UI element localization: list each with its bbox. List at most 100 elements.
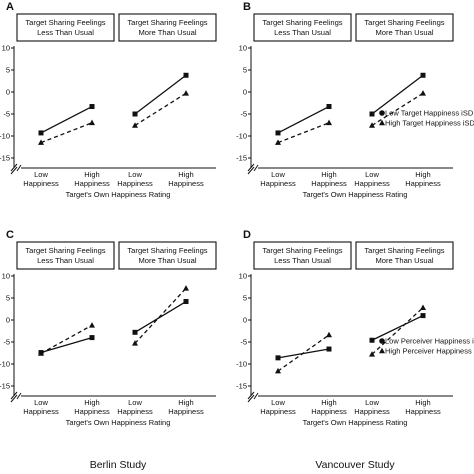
facet-header-box (253, 13, 352, 42)
axis-break-mark (247, 391, 255, 400)
y-tick-label: -15 (236, 154, 247, 163)
text-line: Target Sharing Feelings (364, 246, 444, 255)
x-tick-label: Low Happiness (117, 398, 153, 416)
series-line (134, 92, 187, 126)
text-line: Happiness (23, 407, 59, 416)
facet-header-box (253, 241, 352, 270)
text-line: Target Sharing Feelings (25, 246, 105, 255)
text-line: Happiness (311, 179, 347, 188)
text-line: Less Than Usual (37, 28, 94, 37)
axis-break-mark (247, 166, 255, 175)
series-line (40, 122, 93, 144)
y-tick-label: -15 (0, 154, 10, 163)
text-line: High (321, 398, 336, 407)
facet-header-box (355, 241, 454, 270)
text-line: Happiness (260, 179, 296, 188)
text-line: Happiness (405, 407, 441, 416)
legend-marker (379, 338, 385, 344)
data-point (132, 122, 138, 128)
text-line: Happiness (354, 407, 390, 416)
series-line (134, 74, 187, 115)
text-line: More Than Usual (375, 256, 433, 265)
data-point (38, 350, 44, 356)
text-line: Low (34, 170, 48, 179)
y-tick-label: -15 (0, 382, 10, 391)
x-tick-label: Low Happiness (23, 170, 59, 188)
data-point (275, 367, 281, 374)
y-tick-label: -10 (236, 360, 247, 369)
text-line: Happiness (74, 407, 110, 416)
text-line: More Than Usual (138, 256, 196, 265)
series-line (134, 287, 187, 344)
text-line: Less Than Usual (274, 28, 331, 37)
text-line: Happiness (74, 179, 110, 188)
data-point (420, 72, 426, 78)
x-axis-title: Target's Own Happiness Rating (303, 190, 408, 199)
data-point (326, 119, 332, 126)
axis-break-mark (253, 392, 259, 400)
y-tick-label: -5 (3, 110, 10, 119)
data-point (89, 335, 95, 341)
y-tick-label: 0 (6, 316, 10, 325)
text-line: Happiness (117, 179, 153, 188)
legend-label: Low Target Happiness iSD (385, 109, 474, 118)
data-point (369, 351, 375, 357)
facet-header-label: Target Sharing Feelings More Than Usual (364, 246, 444, 265)
text-line: More Than Usual (375, 28, 433, 37)
x-tick-label: High Happiness (168, 170, 204, 188)
text-line: High (178, 170, 193, 179)
x-tick-label: High Happiness (311, 170, 347, 188)
x-tick-label: High Happiness (74, 170, 110, 188)
data-point (183, 90, 189, 96)
y-tick-label: -15 (236, 382, 247, 391)
panel-letter: A (6, 1, 14, 13)
data-point (420, 90, 426, 96)
legend-marker (379, 347, 385, 354)
data-point (132, 329, 138, 335)
x-tick-label: Low Happiness (354, 398, 390, 416)
data-point (183, 285, 189, 291)
facet-header-box (118, 13, 217, 42)
y-tick-label: 5 (6, 294, 10, 303)
data-point (369, 337, 375, 343)
x-tick-label: High Happiness (405, 170, 441, 188)
axis-break-mark (247, 163, 255, 172)
panel-letter: C (6, 229, 14, 241)
text-line: Target Sharing Feelings (25, 18, 105, 27)
facet-header-label: Target Sharing Feelings More Than Usual (364, 18, 444, 37)
text-line: Happiness (405, 179, 441, 188)
series-line (40, 324, 93, 355)
text-line: Happiness (311, 407, 347, 416)
text-line: High (415, 170, 430, 179)
x-tick-label: High Happiness (74, 398, 110, 416)
axis-break-mark (10, 163, 18, 172)
data-point (89, 104, 95, 110)
series-line (277, 122, 330, 144)
text-line: Happiness (168, 407, 204, 416)
data-point (89, 119, 95, 126)
facet-header-label: Target Sharing Feelings More Than Usual (127, 18, 207, 37)
y-tick-label: -10 (0, 360, 10, 369)
y-tick-label: -5 (240, 110, 247, 119)
data-point (183, 299, 189, 305)
facet-header-label: Target Sharing Feelings Less Than Usual (25, 246, 105, 265)
data-point (132, 111, 138, 117)
facet-header-label: Target Sharing Feelings Less Than Usual (25, 18, 105, 37)
y-tick-label: 0 (243, 88, 247, 97)
y-tick-label: 10 (2, 272, 10, 281)
text-line: Happiness (354, 179, 390, 188)
axis-break-mark (10, 391, 18, 400)
data-point (89, 322, 95, 328)
data-point (275, 130, 281, 136)
series-line (371, 74, 424, 115)
text-line: Happiness (117, 407, 153, 416)
y-tick-label: -5 (3, 338, 10, 347)
x-tick-label: Low Happiness (23, 398, 59, 416)
text-line: Target Sharing Feelings (262, 246, 342, 255)
text-line: More Than Usual (138, 28, 196, 37)
data-point (38, 130, 44, 136)
text-line: Target Sharing Feelings (127, 246, 207, 255)
